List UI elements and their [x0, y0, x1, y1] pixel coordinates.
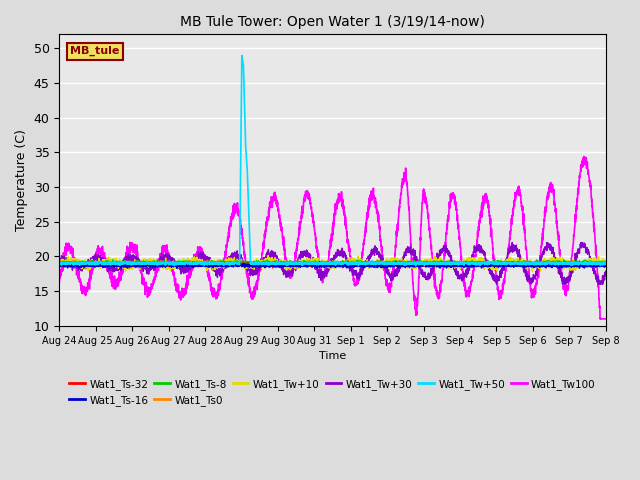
Wat1_Tw+10 — [122, 268, 129, 274]
Wat1_Ts-8 — [532, 259, 540, 265]
Line: Wat1_Tw+30: Wat1_Tw+30 — [60, 242, 605, 284]
Wat1_Tw100 — [265, 214, 273, 220]
Wat1_Tw+50 — [532, 260, 540, 265]
Wat1_Tw+10 — [118, 261, 125, 267]
Line: Wat1_Ts-8: Wat1_Ts-8 — [60, 260, 605, 265]
Line: Wat1_Ts0: Wat1_Ts0 — [60, 260, 605, 267]
Wat1_Ts-8 — [56, 261, 63, 266]
Line: Wat1_Ts-32: Wat1_Ts-32 — [60, 261, 605, 268]
Wat1_Ts-16 — [231, 260, 239, 265]
Wat1_Ts-32 — [344, 258, 352, 264]
Wat1_Tw+10 — [591, 262, 599, 267]
Wat1_Tw+50 — [56, 261, 63, 267]
Wat1_Tw+50 — [238, 53, 246, 59]
Wat1_Tw+30 — [532, 272, 540, 277]
Wat1_Ts0 — [289, 261, 296, 266]
Wat1_Ts0 — [602, 260, 609, 266]
Text: MB_tule: MB_tule — [70, 46, 120, 56]
Wat1_Tw100 — [580, 154, 588, 159]
Wat1_Tw100 — [56, 280, 63, 286]
Wat1_Ts-32 — [150, 263, 158, 269]
Line: Wat1_Ts-16: Wat1_Ts-16 — [60, 263, 605, 268]
Wat1_Ts-32 — [591, 262, 599, 267]
Wat1_Ts0 — [193, 257, 201, 263]
Wat1_Tw100 — [591, 240, 599, 245]
Wat1_Ts-8 — [150, 260, 158, 265]
Wat1_Tw100 — [596, 316, 604, 322]
Wat1_Ts-32 — [289, 261, 296, 266]
Wat1_Tw+10 — [264, 252, 272, 258]
Wat1_Tw+30 — [602, 268, 609, 274]
Wat1_Tw+50 — [289, 260, 296, 265]
Wat1_Tw100 — [118, 272, 125, 277]
Wat1_Tw+30 — [56, 259, 63, 264]
Wat1_Tw+10 — [602, 262, 609, 267]
Legend: Wat1_Ts-32, Wat1_Ts-16, Wat1_Ts-8, Wat1_Ts0, Wat1_Tw+10, Wat1_Tw+30, Wat1_Tw+50,: Wat1_Ts-32, Wat1_Ts-16, Wat1_Ts-8, Wat1_… — [65, 375, 600, 410]
Wat1_Ts-16 — [591, 264, 599, 270]
Wat1_Ts-8 — [602, 260, 609, 265]
Wat1_Ts-8 — [321, 263, 329, 268]
Wat1_Tw100 — [602, 316, 609, 322]
Wat1_Ts-8 — [591, 260, 599, 265]
Wat1_Tw+50 — [265, 261, 273, 267]
Line: Wat1_Tw100: Wat1_Tw100 — [60, 156, 605, 319]
Wat1_Ts0 — [56, 261, 63, 266]
Wat1_Ts-32 — [118, 264, 125, 269]
Wat1_Ts-8 — [220, 257, 227, 263]
Wat1_Ts-32 — [257, 265, 264, 271]
Wat1_Ts0 — [532, 261, 540, 266]
Wat1_Ts-16 — [150, 264, 158, 269]
Wat1_Ts-32 — [602, 262, 609, 267]
Wat1_Ts-32 — [265, 262, 273, 268]
Wat1_Ts0 — [118, 260, 125, 265]
Wat1_Tw+30 — [265, 251, 273, 256]
Title: MB Tule Tower: Open Water 1 (3/19/14-now): MB Tule Tower: Open Water 1 (3/19/14-now… — [180, 15, 485, 29]
Wat1_Tw+50 — [602, 261, 609, 266]
Wat1_Tw+50 — [118, 258, 125, 264]
Wat1_Tw100 — [150, 277, 158, 283]
Wat1_Tw+50 — [150, 260, 158, 265]
Wat1_Ts-16 — [289, 263, 297, 268]
Wat1_Tw+50 — [591, 261, 599, 266]
Wat1_Tw100 — [532, 282, 540, 288]
Wat1_Tw+30 — [289, 273, 296, 279]
Wat1_Tw+10 — [266, 261, 273, 266]
Wat1_Ts0 — [265, 261, 273, 267]
Wat1_Tw+30 — [508, 240, 516, 245]
Wat1_Ts0 — [150, 261, 158, 266]
Wat1_Ts-8 — [289, 262, 296, 267]
Wat1_Tw+10 — [532, 259, 540, 265]
Wat1_Tw+30 — [493, 281, 500, 287]
Line: Wat1_Tw+10: Wat1_Tw+10 — [60, 255, 605, 271]
Wat1_Tw+10 — [289, 259, 297, 264]
Wat1_Ts-32 — [56, 260, 63, 266]
Wat1_Tw+30 — [150, 263, 158, 268]
Wat1_Ts0 — [591, 261, 599, 266]
Wat1_Ts-16 — [602, 261, 609, 267]
Wat1_Tw+30 — [591, 271, 599, 276]
Wat1_Ts-16 — [173, 265, 181, 271]
Y-axis label: Temperature (C): Temperature (C) — [15, 129, 28, 231]
Line: Wat1_Tw+50: Wat1_Tw+50 — [60, 56, 605, 266]
Wat1_Tw+50 — [412, 263, 419, 269]
X-axis label: Time: Time — [319, 351, 346, 361]
Wat1_Tw+10 — [150, 263, 158, 268]
Wat1_Ts-32 — [532, 263, 540, 269]
Wat1_Tw100 — [289, 271, 296, 276]
Wat1_Ts-16 — [56, 261, 63, 267]
Wat1_Ts-16 — [118, 263, 125, 269]
Wat1_Tw+30 — [118, 260, 125, 265]
Wat1_Ts-16 — [532, 261, 540, 267]
Wat1_Ts-8 — [118, 261, 125, 266]
Wat1_Ts-16 — [266, 264, 273, 269]
Wat1_Ts-8 — [265, 259, 273, 265]
Wat1_Tw+10 — [56, 264, 63, 270]
Wat1_Ts0 — [301, 264, 309, 270]
